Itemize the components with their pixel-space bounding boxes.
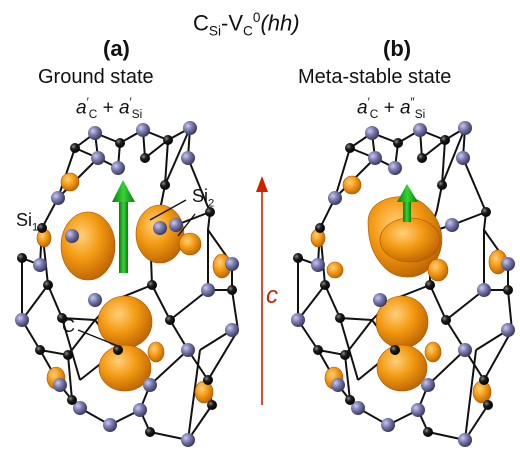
atom-label-si2: Si2 xyxy=(192,186,214,210)
formula-b-term2: a xyxy=(399,97,411,119)
formula-a-plus: + xyxy=(102,97,114,119)
title-config: (hh) xyxy=(260,10,300,36)
atom-label-si1-text: Si xyxy=(16,210,33,230)
atom-label-si2-sub: 2 xyxy=(208,197,215,210)
formula-a-term2-sub: Si xyxy=(131,108,143,122)
panel-b-density xyxy=(310,175,508,404)
formula-b-term1-sub: C xyxy=(369,108,379,122)
figure-title: CSi-VC0(hh) xyxy=(193,10,300,39)
atom-label-si1-sub: 1 xyxy=(32,221,39,234)
c-axis-label: c xyxy=(266,282,278,309)
atom-label-si1: Si1 xyxy=(16,210,38,234)
panel-b-label: (b) xyxy=(383,36,412,61)
atom-label-si2-text: Si xyxy=(192,186,209,206)
title-main-sub: Si xyxy=(208,23,222,39)
panel-a-structure xyxy=(15,121,240,447)
c-axis-arrow xyxy=(256,176,268,405)
panel-b-state: Meta-stable state xyxy=(298,66,452,88)
panel-a-state: Ground state xyxy=(38,66,154,88)
panel-a-si-atoms xyxy=(15,121,239,447)
formula-a-term1-prime: ′ xyxy=(86,96,89,109)
panel-a-spin-arrow xyxy=(112,180,135,273)
formula-a-term1-sub: C xyxy=(88,108,98,122)
formula-a-term1: a xyxy=(76,97,87,119)
title-main: C xyxy=(193,10,209,36)
panel-b-spin-arrow xyxy=(397,184,418,222)
panel-a-formula: a′C + a′Si xyxy=(76,96,142,121)
formula-b-term2-sub: Si xyxy=(414,108,426,122)
formula-a-term2: a xyxy=(118,97,130,119)
panel-b-c-atoms xyxy=(293,135,513,437)
panel-b-si-atoms xyxy=(291,121,515,447)
title-vacancy-sub: C xyxy=(243,23,253,39)
formula-b-term2-prime: ″ xyxy=(410,96,415,109)
formula-b-plus: + xyxy=(383,97,395,119)
formula-b-term1-prime: ′ xyxy=(367,96,370,109)
atom-label-c: C xyxy=(62,316,75,336)
panel-a-label: (a) xyxy=(103,36,130,61)
title-vacancy-sup: 0 xyxy=(252,10,261,25)
panel-a-c-atoms xyxy=(17,135,237,437)
formula-b-term1: a xyxy=(357,97,368,119)
panel-b-formula: a′C + a″Si xyxy=(357,96,425,121)
panel-a-pointer-lines xyxy=(77,199,196,347)
formula-a-term2-prime: ′ xyxy=(129,96,132,109)
title-vacancy: -V xyxy=(221,10,244,36)
panel-b-structure xyxy=(291,121,515,447)
